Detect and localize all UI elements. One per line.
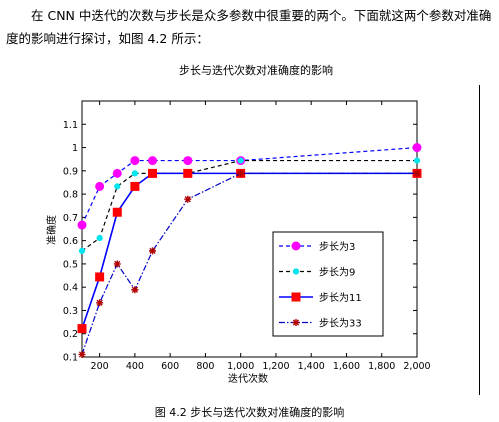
y-tick-label: 0.4	[63, 283, 78, 294]
series-4	[78, 169, 421, 358]
legend-marker	[292, 268, 300, 275]
x-tick-label: 1,600	[333, 361, 360, 372]
data-point	[77, 220, 87, 230]
data-point	[112, 168, 122, 178]
data-point	[183, 156, 193, 166]
x-tick-label: 400	[126, 361, 144, 372]
data-point	[130, 181, 140, 191]
y-tick-label: 0.1	[63, 353, 78, 364]
intro-paragraph: 在 CNN 中迭代的次数与步长是众多参数中很重要的两个。下面就这两个参数对准确 …	[6, 4, 496, 50]
margin-rule	[479, 85, 480, 395]
legend: 步长为3 步长为9 步长为11 步长为33	[272, 231, 384, 337]
data-point	[131, 286, 139, 294]
x-tick-label: 800	[196, 361, 214, 372]
y-tick-label: 0.6	[63, 236, 78, 247]
y-tick-label: 0.2	[63, 329, 78, 340]
series-line	[81, 172, 417, 329]
series-line	[81, 159, 417, 252]
data-point	[183, 168, 193, 178]
series-1	[77, 143, 422, 230]
legend-marker	[292, 319, 300, 326]
data-point	[96, 234, 103, 242]
y-tick-label: 0.9	[63, 166, 78, 177]
legend-label: 步长为9	[319, 267, 355, 279]
y-tick-label: 1.1	[63, 120, 78, 131]
x-tick-label: 2,000	[403, 361, 430, 372]
legend-marker	[291, 292, 301, 302]
series-line	[81, 146, 418, 226]
legend-entry: 步长为33	[279, 318, 362, 330]
x-tick-label: 1,000	[227, 361, 254, 372]
legend-label: 步长为11	[319, 292, 362, 304]
data-point	[112, 207, 122, 217]
legend-entry: 步长为11	[279, 292, 362, 304]
y-tick-label: 0.7	[63, 213, 78, 224]
x-tick-label: 600	[161, 361, 179, 372]
data-point	[148, 168, 158, 178]
data-point	[413, 157, 421, 164]
data-point	[130, 156, 140, 166]
data-point	[95, 181, 105, 191]
x-tick-label: 1,200	[262, 361, 289, 372]
y-tick-label: 1	[72, 143, 78, 154]
data-point	[95, 272, 105, 282]
y-tick-label: 0.5	[63, 259, 78, 270]
data-point	[148, 156, 158, 166]
figure-caption: 图 4.2 步长与迭代次数对准确度的影响	[154, 406, 345, 419]
legend-entry: 步长为9	[279, 267, 355, 279]
legend-label: 步长为3	[319, 241, 355, 253]
paragraph-line-2: 度的影响进行探讨，如图 4.2 所示：	[6, 31, 209, 46]
data-point	[149, 247, 157, 255]
paragraph-line-1: 在 CNN 中迭代的次数与步长是众多参数中很重要的两个。下面就这两个参数对准确	[31, 8, 492, 23]
x-tick-label: 200	[91, 361, 109, 372]
series-line	[81, 172, 417, 355]
x-axis-label: 迭代次数	[228, 372, 268, 385]
data-point	[184, 195, 192, 203]
y-axis-label: 准确度	[45, 215, 58, 245]
accuracy-chart: 步长与迭代次数对准确度的影响 200 400 600 800 1,000 1,200 1,4…	[45, 63, 431, 385]
data-point	[113, 260, 121, 268]
data-point	[131, 170, 138, 177]
data-point	[237, 169, 245, 177]
data-point	[78, 350, 86, 358]
x-tick-label: 1,400	[298, 361, 325, 372]
data-point	[114, 183, 121, 190]
data-point	[77, 324, 87, 334]
legend-label: 步长为33	[319, 318, 362, 330]
data-point	[413, 169, 421, 177]
y-tick-label: 0.3	[63, 306, 78, 317]
legend-marker	[291, 241, 301, 251]
x-tick-label: 1,800	[368, 361, 395, 372]
data-point	[412, 143, 422, 153]
chart-title: 步长与迭代次数对准确度的影响	[179, 63, 333, 77]
y-tick-label: 0.8	[63, 190, 78, 201]
data-point	[237, 157, 244, 164]
data-point	[78, 247, 86, 254]
legend-entry: 步长为3	[279, 241, 355, 253]
legend-box	[272, 231, 384, 337]
data-point	[96, 299, 104, 307]
